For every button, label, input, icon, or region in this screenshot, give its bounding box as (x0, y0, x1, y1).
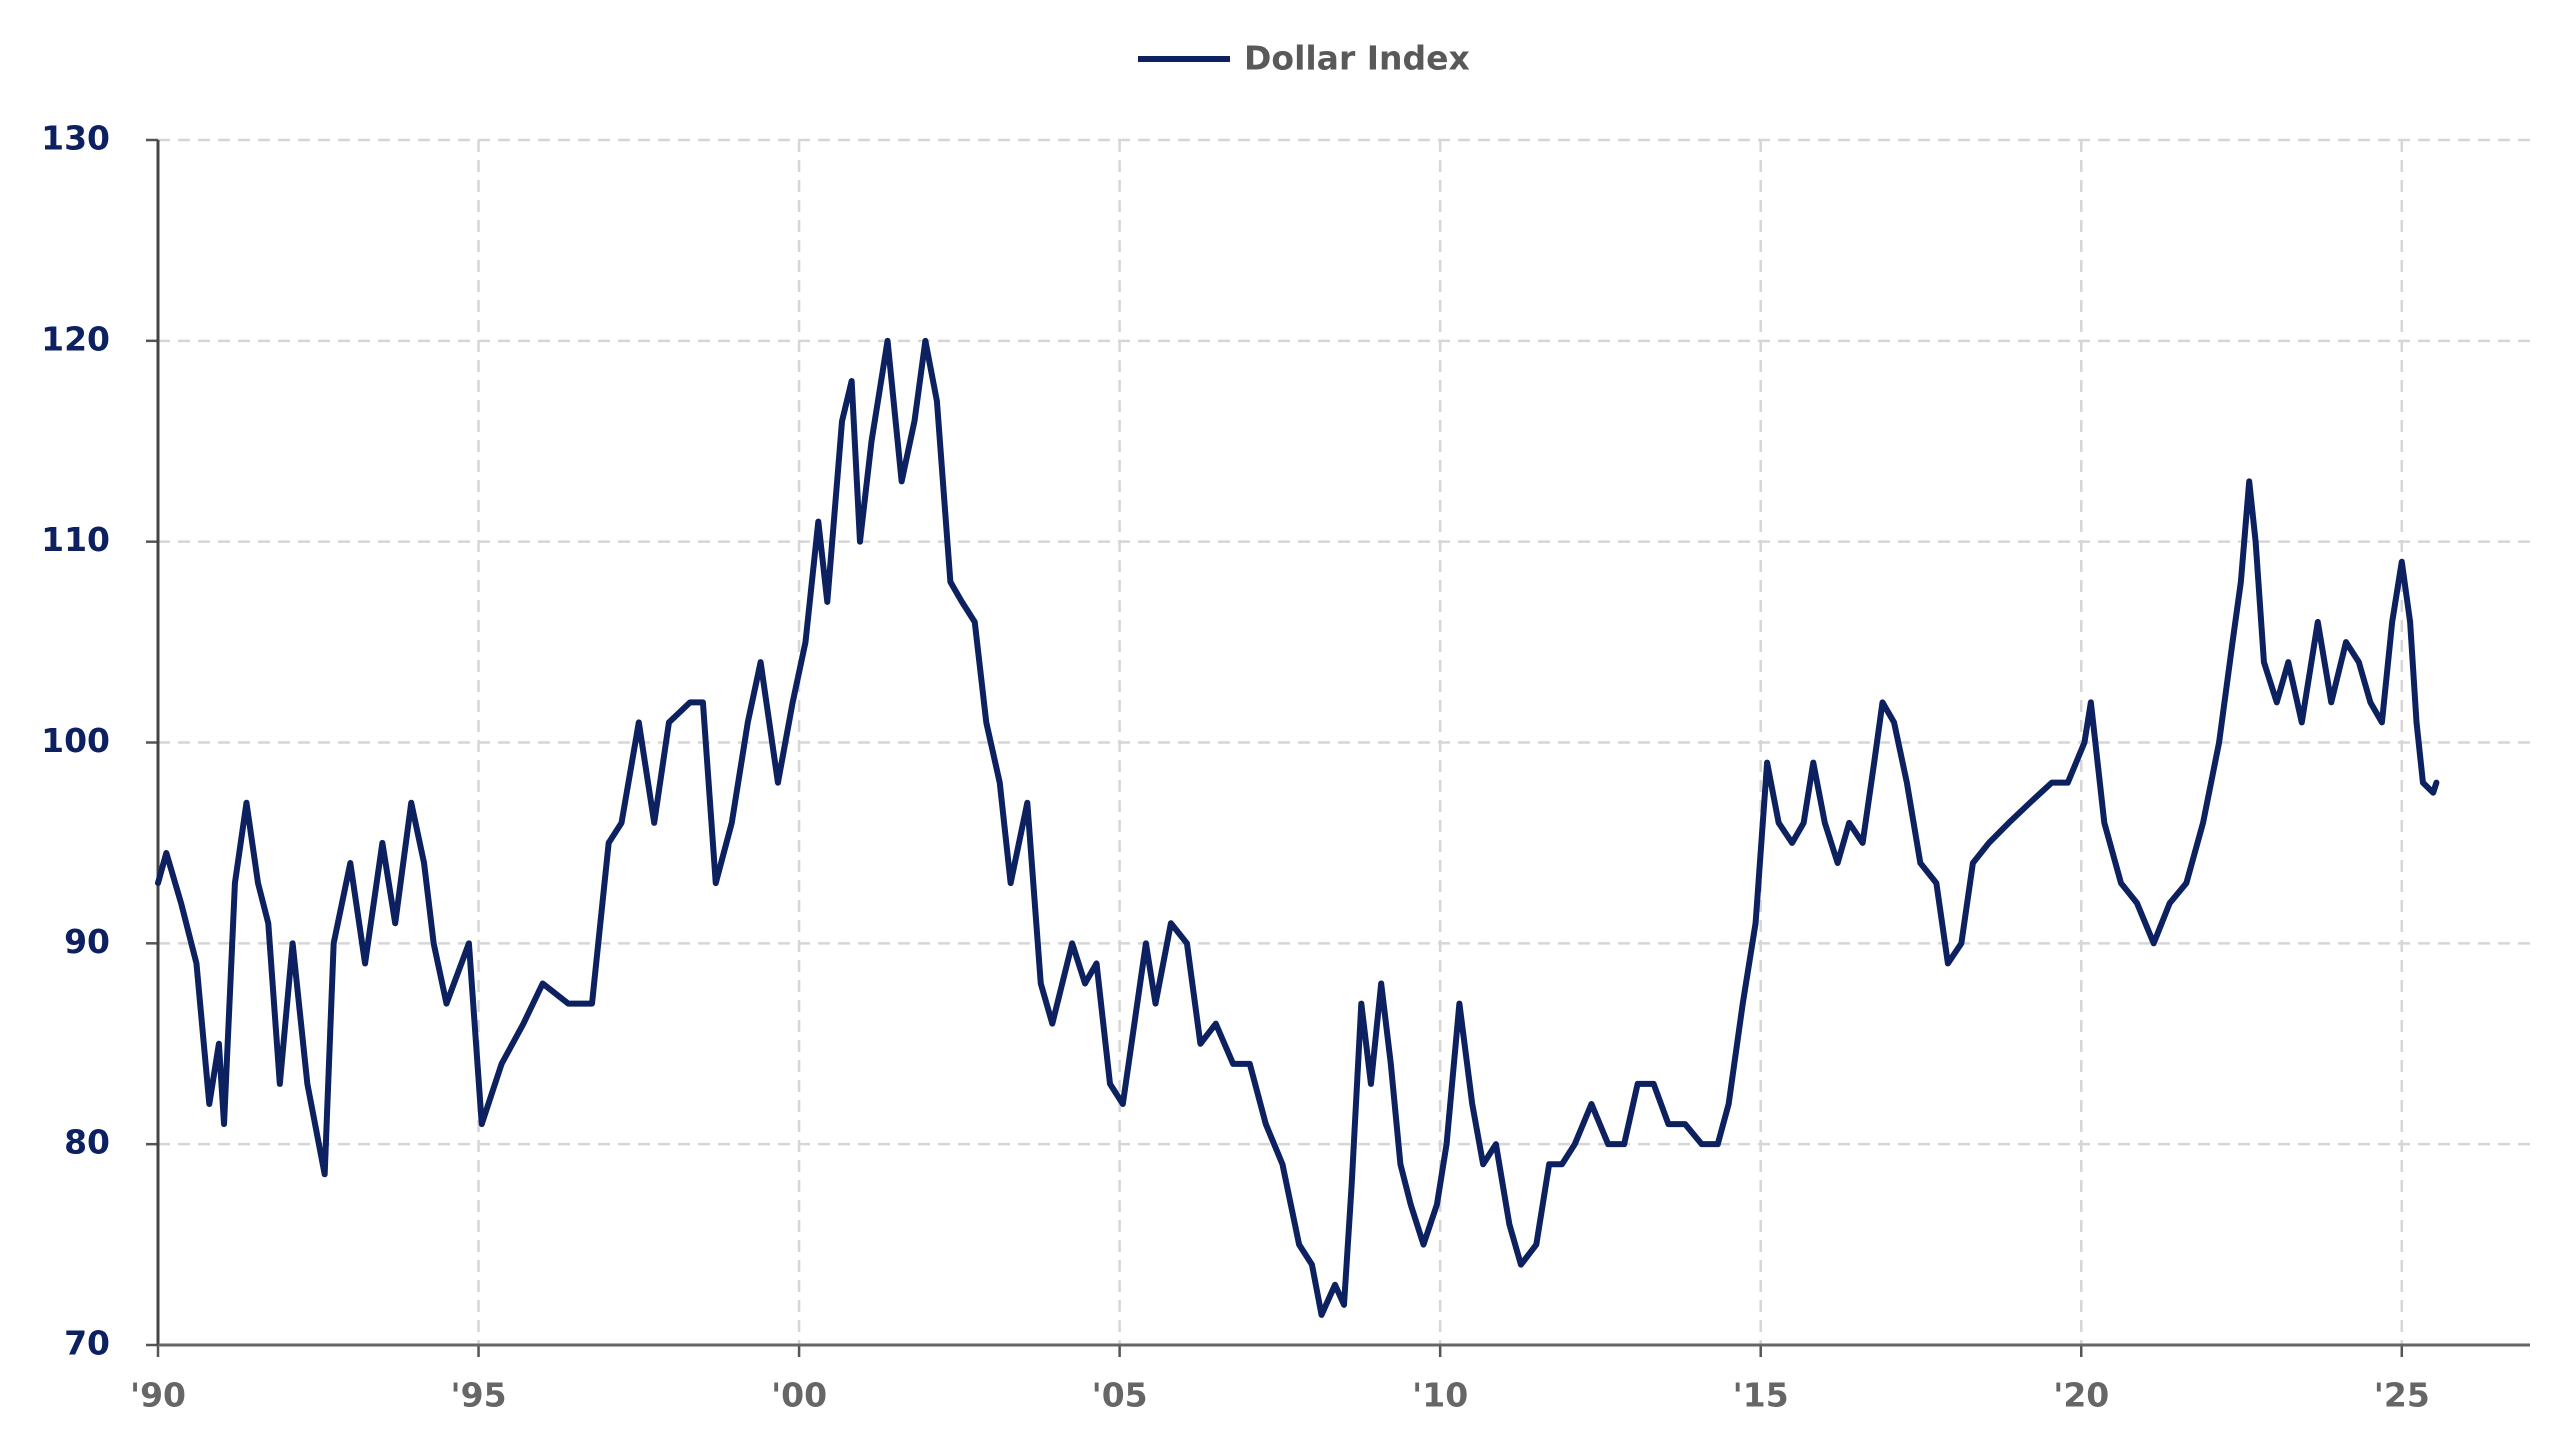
x-tick-label: '25 (2374, 1376, 2430, 1415)
y-tick-label: 80 (64, 1123, 110, 1162)
x-tick-label: '05 (1092, 1376, 1148, 1415)
y-tick-label: 70 (64, 1324, 110, 1363)
axes: 70 80 90 100 110 120 130 '90 '95 '00 '05 '10 '15 '20 '… (41, 119, 2530, 1415)
y-tick-label: 90 (64, 922, 110, 961)
y-tick-label: 110 (41, 520, 110, 559)
legend-label: Dollar Index (1244, 39, 1470, 78)
y-tick-label: 100 (41, 721, 110, 760)
marks (155, 337, 2440, 1318)
x-tick-label: '95 (451, 1376, 507, 1415)
x-tick-label: '20 (2053, 1376, 2109, 1415)
x-tick-label: '00 (771, 1376, 827, 1415)
x-tick-label: '15 (1733, 1376, 1789, 1415)
y-tick-label: 130 (41, 119, 110, 158)
data-line (155, 337, 2440, 1318)
x-tick-label: '10 (1412, 1376, 1468, 1415)
x-tick-label: '90 (130, 1376, 186, 1415)
legend: Dollar Index (1138, 39, 1470, 78)
grid (156, 138, 2530, 1347)
y-tick-label: 120 (41, 319, 110, 358)
